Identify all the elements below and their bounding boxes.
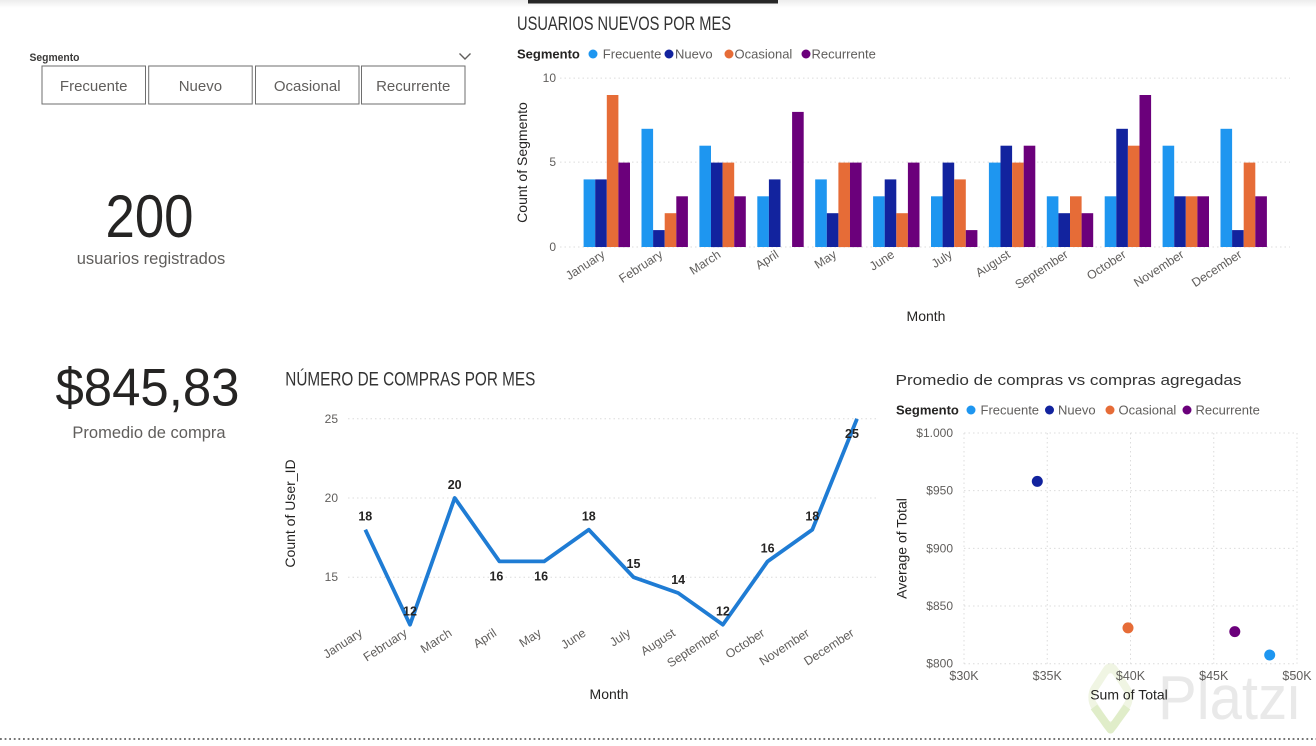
svg-text:12: 12 (716, 605, 730, 619)
svg-text:$950: $950 (926, 484, 953, 498)
svg-text:10: 10 (543, 71, 557, 85)
svg-text:5: 5 (549, 155, 556, 169)
svg-text:Frecuente: Frecuente (981, 403, 1040, 418)
svg-text:Nuevo: Nuevo (1058, 403, 1096, 418)
svg-text:usuarios registrados: usuarios registrados (77, 250, 226, 268)
svg-text:Recurrente: Recurrente (1196, 403, 1260, 418)
svg-text:0: 0 (549, 240, 556, 254)
svg-text:16: 16 (489, 569, 503, 583)
svg-text:Segmento: Segmento (896, 403, 959, 418)
svg-text:16: 16 (761, 541, 775, 555)
svg-text:14: 14 (671, 573, 685, 587)
svg-text:Segmento: Segmento (517, 47, 580, 62)
svg-text:Recurrente: Recurrente (812, 47, 876, 62)
svg-text:18: 18 (358, 510, 372, 524)
svg-text:Promedio de compras vs compras: Promedio de compras vs compras agregadas (896, 372, 1242, 389)
svg-text:$850: $850 (926, 599, 953, 613)
svg-text:Recurrente: Recurrente (376, 78, 450, 95)
svg-text:12: 12 (403, 605, 417, 619)
svg-text:25: 25 (845, 427, 859, 441)
svg-text:Average of Total: Average of Total (894, 498, 910, 599)
svg-text:25: 25 (325, 412, 339, 426)
svg-text:20: 20 (448, 478, 462, 492)
svg-text:Nuevo: Nuevo (179, 78, 222, 95)
svg-text:$40K: $40K (1116, 669, 1146, 683)
svg-text:$30K: $30K (949, 669, 979, 683)
svg-text:Month: Month (907, 308, 946, 324)
svg-text:Sum of Total: Sum of Total (1090, 687, 1168, 703)
svg-text:$35K: $35K (1033, 669, 1063, 683)
svg-text:15: 15 (627, 557, 641, 571)
svg-text:20: 20 (325, 491, 339, 505)
svg-text:Nuevo: Nuevo (675, 47, 713, 62)
svg-text:Platzi: Platzi (1158, 664, 1300, 733)
svg-text:$45K: $45K (1199, 669, 1229, 683)
svg-text:$50K: $50K (1282, 669, 1312, 683)
svg-text:NÚMERO DE COMPRAS POR MES: NÚMERO DE COMPRAS POR MES (285, 368, 535, 391)
svg-text:Frecuente: Frecuente (603, 47, 662, 62)
svg-text:200: 200 (106, 183, 194, 250)
svg-text:18: 18 (582, 510, 596, 524)
svg-text:$800: $800 (926, 657, 953, 671)
svg-text:Count of User_ID: Count of User_ID (282, 459, 298, 567)
svg-text:Promedio de compra: Promedio de compra (72, 424, 226, 442)
svg-text:$900: $900 (926, 541, 953, 555)
svg-text:Count of Segmento: Count of Segmento (514, 102, 530, 223)
svg-text:Ocasional: Ocasional (1119, 403, 1177, 418)
svg-text:18: 18 (805, 510, 819, 524)
svg-text:$845,83: $845,83 (56, 359, 240, 418)
svg-text:Ocasional: Ocasional (274, 78, 341, 95)
svg-text:Month: Month (590, 686, 629, 702)
svg-text:Ocasional: Ocasional (735, 47, 793, 62)
svg-text:Segmento: Segmento (30, 52, 80, 64)
svg-text:Frecuente: Frecuente (60, 78, 128, 95)
svg-text:USUARIOS NUEVOS POR MES: USUARIOS NUEVOS POR MES (517, 13, 731, 35)
svg-text:$1.000: $1.000 (916, 426, 953, 440)
svg-text:15: 15 (325, 570, 339, 584)
svg-text:16: 16 (534, 569, 548, 583)
